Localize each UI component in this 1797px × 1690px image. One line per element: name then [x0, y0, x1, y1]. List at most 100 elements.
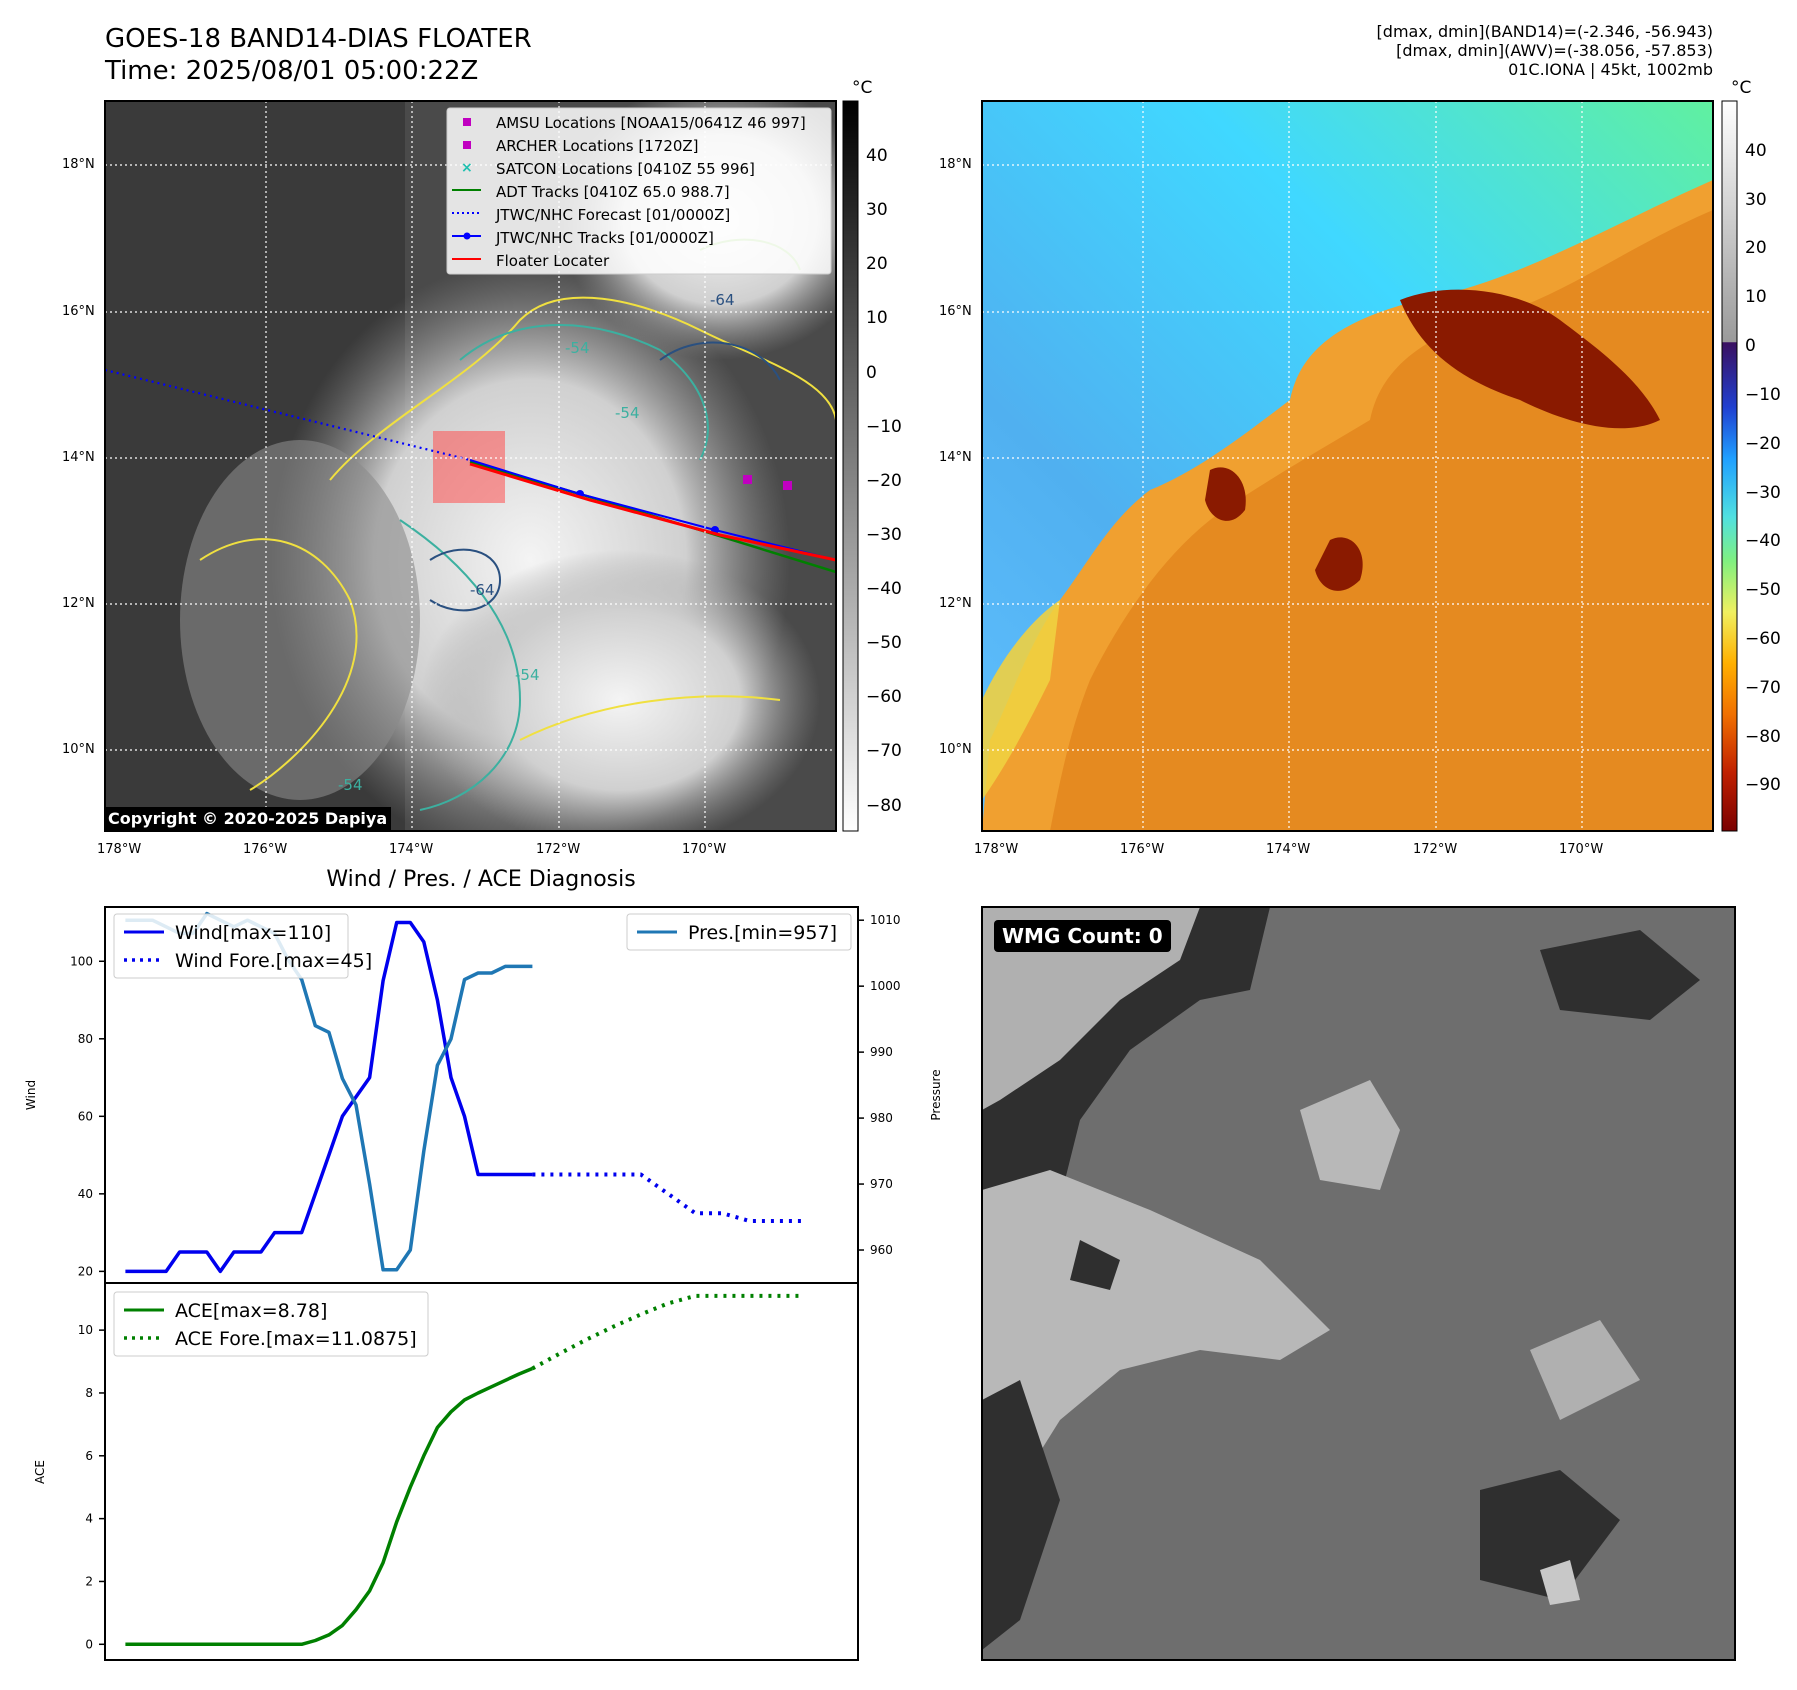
wind-legend: Wind[max=110] Wind Fore.[max=45] [113, 913, 372, 979]
lat-label: 10°N [939, 742, 972, 757]
lat-label: 14°N [62, 450, 95, 465]
right-cb-tick: −60 [1745, 629, 1781, 649]
y-tick-label: 0 [85, 1637, 93, 1651]
left-cb-tick: −20 [866, 471, 902, 491]
right-cb-tick: −50 [1745, 580, 1781, 600]
y-tick-label: 2 [85, 1574, 93, 1588]
right-cb-tick: 10 [1745, 287, 1767, 307]
lat-label: 10°N [62, 742, 95, 757]
legend-square-icon [463, 118, 471, 126]
ace-frame [104, 1282, 859, 1661]
series-line-1 [531, 1293, 804, 1371]
left-map-frame [104, 100, 837, 832]
left-cb-tick: 40 [866, 146, 888, 166]
y2-tick-label: 980 [870, 1111, 893, 1125]
wmg-image [982, 907, 1735, 1660]
lon-label: 172°W [536, 842, 581, 857]
forecast-track [105, 368, 471, 462]
legend-square-icon [463, 141, 471, 149]
right-cb-tick: 40 [1745, 141, 1767, 161]
contour-label: -54 [565, 339, 590, 357]
y-tick-label: 8 [85, 1386, 93, 1400]
y-tick-label: 100 [70, 954, 93, 968]
lat-label: 18°N [62, 157, 95, 172]
y-tick-label: 6 [85, 1449, 93, 1463]
left-cb-tick: −40 [866, 579, 902, 599]
right-cb-tick: −80 [1745, 727, 1781, 747]
right-cb-tick: −90 [1745, 775, 1781, 795]
right-cb-tick: −10 [1745, 385, 1781, 405]
y2-tick-label: 1010 [870, 913, 901, 927]
lat-label: 12°N [62, 596, 95, 611]
lon-label: 170°W [1559, 842, 1604, 857]
y-tick-label: 4 [85, 1512, 93, 1526]
left-cb-tick: −80 [866, 796, 902, 816]
right-colorbar-unit: °C [1731, 78, 1752, 98]
left-cb-tick: 10 [866, 308, 888, 328]
amsu-location [743, 475, 752, 484]
lat-label: 14°N [939, 450, 972, 465]
info-block: [dmax, dmin](BAND14)=(-2.346, -56.943) [… [1377, 22, 1713, 79]
copyright-badge: Copyright © 2020-2025 Dapiya [104, 807, 392, 830]
lat-label: 16°N [62, 304, 95, 319]
archer-location [783, 481, 792, 490]
legend-satcon: SATCON Locations [0410Z 55 996] [496, 160, 755, 178]
jtwc-track [469, 459, 836, 561]
legend-forecast: JTWC/NHC Forecast [01/0000Z] [495, 206, 730, 224]
wind-axis-label: Wind [24, 1080, 38, 1110]
left-colorbar [842, 100, 859, 832]
lon-label: 172°W [1413, 842, 1458, 857]
ace-plot: 0 2 4 6 8 10 [78, 1293, 804, 1651]
contour-label: -64 [470, 581, 495, 599]
legend-archer: ARCHER Locations [1720Z] [496, 137, 699, 155]
pressure-legend: Pres.[min=957] [626, 913, 852, 951]
map-legend: × AMSU Locations [NOAA15/0641Z 46 997] A… [446, 107, 832, 275]
y2-tick-label: 960 [870, 1243, 893, 1257]
legend-x-icon: × [461, 160, 473, 176]
y-tick-label: 40 [78, 1187, 93, 1201]
chart-title: Wind / Pres. / ACE Diagnosis [326, 867, 635, 892]
legend-pressure: Pres.[min=957] [688, 922, 837, 944]
y-tick-label: 10 [78, 1323, 93, 1337]
bt-image [982, 101, 1713, 831]
lon-label: 176°W [243, 842, 288, 857]
left-cb-tick: −30 [866, 525, 902, 545]
ace-legend: ACE[max=8.78] ACE Fore.[max=11.0875] [113, 1291, 429, 1357]
ace-axis-label: ACE [33, 1460, 47, 1484]
left-colorbar-unit: °C [852, 78, 873, 98]
right-cb-tick: −40 [1745, 531, 1781, 551]
right-cb-tick: −20 [1745, 434, 1781, 454]
legend-amsu: AMSU Locations [NOAA15/0641Z 46 997] [496, 114, 806, 132]
y2-tick-label: 1000 [870, 979, 901, 993]
info-line-awv: [dmax, dmin](AWV)=(-38.056, -57.853) [1396, 41, 1713, 60]
lon-label: 178°W [974, 842, 1019, 857]
wind-pres-plot: 20 40 60 80 100 960 970 980 990 1000 1010 [70, 911, 901, 1278]
legend-dot-icon [463, 232, 471, 240]
lon-label: 170°W [682, 842, 727, 857]
legend-wind-forecast: Wind Fore.[max=45] [175, 950, 372, 972]
right-cb-tick: 0 [1745, 336, 1756, 356]
legend-floater: Floater Locater [496, 252, 610, 270]
y2-tick-label: 970 [870, 1177, 893, 1191]
legend-ace: ACE[max=8.78] [175, 1300, 327, 1322]
left-cb-tick: 20 [866, 254, 888, 274]
map-grid [105, 101, 836, 831]
map-grid [982, 101, 1713, 831]
right-cb-tick: −30 [1745, 483, 1781, 503]
legend-adt: ADT Tracks [0410Z 65.0 988.7] [496, 183, 730, 201]
legend-ace-forecast: ACE Fore.[max=11.0875] [175, 1328, 417, 1350]
y2-tick-label: 990 [870, 1045, 893, 1059]
wmg-count-badge: WMG Count: 0 [994, 920, 1171, 952]
right-cb-tick: 20 [1745, 238, 1767, 258]
y-tick-label: 20 [78, 1264, 93, 1278]
contour-label: -54 [515, 666, 540, 684]
contour-label: -54 [615, 404, 640, 422]
left-cb-tick: −50 [866, 633, 902, 653]
lon-label: 174°W [1266, 842, 1311, 857]
left-cb-tick: 30 [866, 200, 888, 220]
series-line-0 [125, 920, 533, 1274]
y-tick-label: 80 [78, 1032, 93, 1046]
legend-wind: Wind[max=110] [175, 922, 331, 944]
figure-time: Time: 2025/08/01 05:00:22Z [105, 56, 479, 86]
